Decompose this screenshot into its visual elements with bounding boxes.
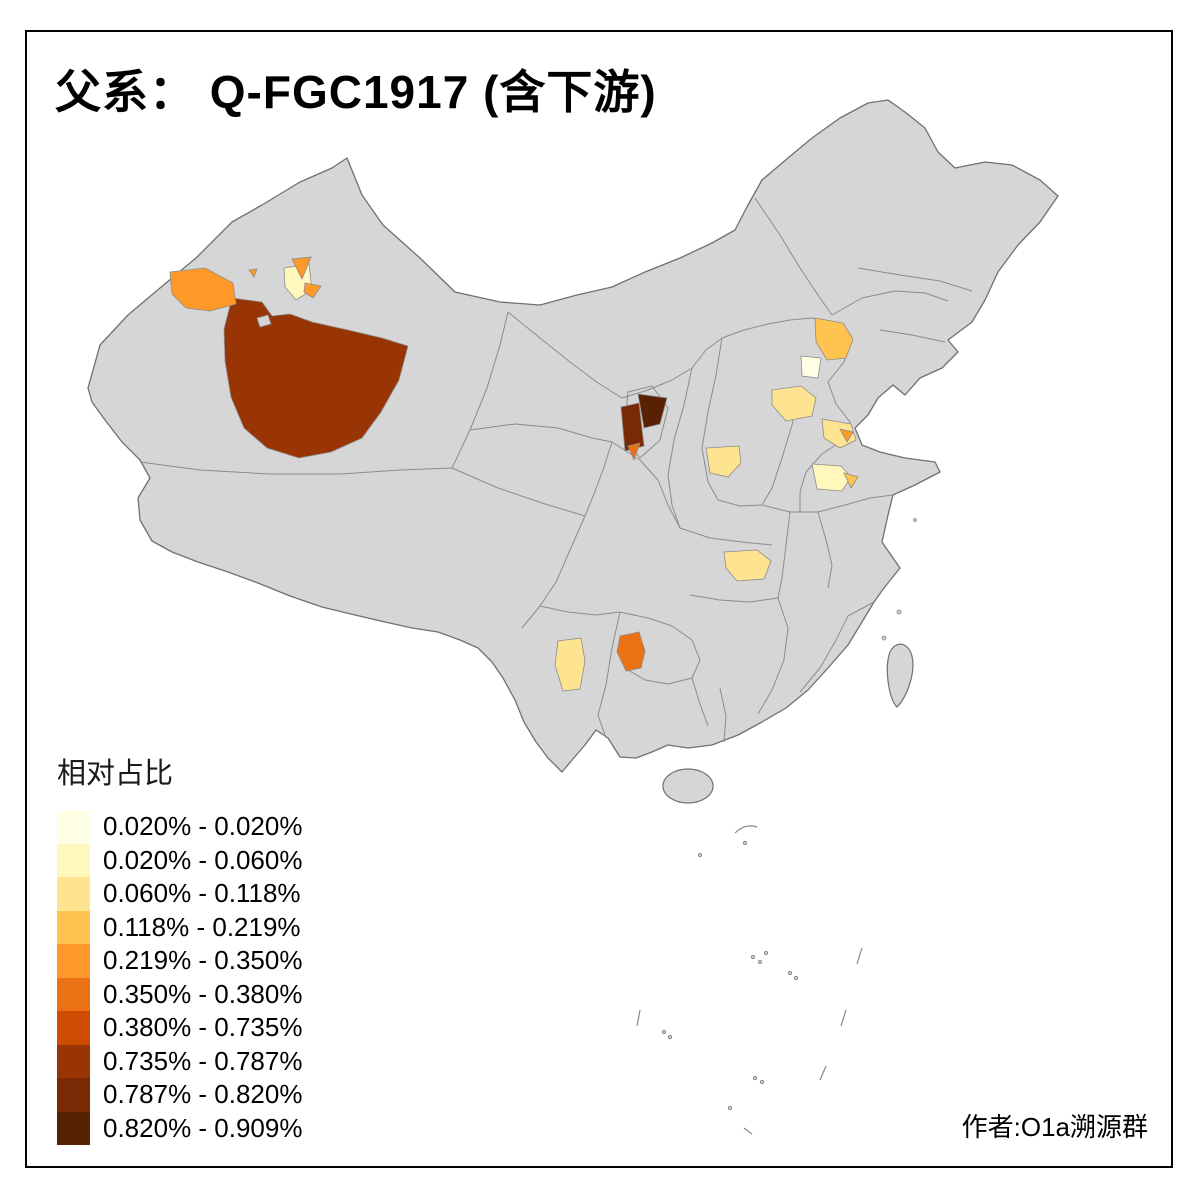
legend-label: 0.820% - 0.909% — [103, 1112, 303, 1143]
legend-label: 0.118% - 0.219% — [103, 911, 301, 942]
map-region-central-hebei — [771, 385, 817, 422]
legend-swatch — [57, 877, 90, 911]
legend-swatch — [57, 1078, 90, 1112]
legend-entry: 0.735% - 0.787% — [57, 1044, 303, 1078]
legend-swatch — [57, 944, 90, 978]
legend-entry: 0.118% - 0.219% — [57, 910, 302, 944]
map-region-shandong-dot — [843, 472, 859, 489]
map-region-hubei — [723, 549, 772, 582]
south-china-sea-islands — [636, 825, 863, 1135]
map-region-northern-xinjiang-east — [303, 282, 322, 299]
xinjiang-gray-enclave — [256, 314, 272, 328]
map-region-yunnan — [554, 637, 586, 692]
legend-title: 相对占比 — [57, 758, 174, 790]
map-region-western-shandong — [811, 463, 852, 492]
legend-swatch — [57, 810, 90, 844]
map-details — [256, 314, 272, 328]
islands — [636, 518, 917, 1135]
highlighted-regions — [169, 256, 859, 692]
legend-entry: 0.787% - 0.820% — [57, 1078, 302, 1112]
legend-swatch — [57, 1044, 90, 1078]
legend-entry: 0.350% - 0.380% — [57, 977, 303, 1011]
legend-label: 0.787% - 0.820% — [103, 1079, 303, 1110]
province-borders — [139, 197, 973, 743]
map-region-tianjin-dot — [839, 428, 854, 443]
legend: 相对占比 0.020% - 0.020% 0.020% - 0.060% 0.060… — [57, 750, 302, 1145]
legend-entry: 0.020% - 0.020% — [57, 810, 302, 844]
map-region-western-xinjiang-kashgar — [169, 267, 237, 312]
legend-swatch — [57, 977, 90, 1011]
map-region-southern-shanxi — [705, 445, 742, 478]
map-region-western-xinjiang-dot — [248, 268, 258, 278]
attribution: 作者:O1a溯源群 — [961, 1112, 1148, 1142]
taiwan-island — [886, 643, 914, 708]
legend-label: 0.380% - 0.735% — [103, 1012, 303, 1043]
map-region-ningxia-dark — [637, 393, 668, 429]
legend-entry: 0.380% - 0.735% — [57, 1011, 302, 1045]
china-mainland-outline — [87, 99, 1059, 773]
legend-entry: 0.020% - 0.060% — [57, 843, 303, 877]
map-region-southern-xinjiang — [223, 297, 409, 459]
legend-swatch — [57, 843, 90, 877]
map-title: 父系： Q-FGC1917 (含下游) — [55, 66, 657, 118]
legend-entry: 0.219% - 0.350% — [57, 944, 302, 978]
legend-label: 0.350% - 0.380% — [103, 978, 303, 1009]
legend-swatch — [57, 1111, 90, 1145]
map-region-beijing — [800, 355, 822, 379]
map-region-northern-hebei — [814, 317, 854, 361]
legend-swatch — [57, 910, 90, 944]
map-region-northern-xinjiang-triangle — [291, 256, 312, 280]
legend-label: 0.020% - 0.020% — [103, 811, 303, 842]
map-region-guizhou-sichuan — [616, 631, 646, 672]
legend-entry: 0.820% - 0.909% — [57, 1111, 303, 1145]
legend-entry: 0.060% - 0.118% — [57, 877, 302, 911]
hainan-island — [662, 768, 714, 804]
legend-label: 0.020% - 0.060% — [103, 844, 303, 875]
map-region-gansu-tip — [627, 442, 641, 462]
legend-swatch — [57, 1011, 90, 1045]
map-region-gansu-strip — [620, 402, 645, 452]
legend-label: 0.219% - 0.350% — [103, 945, 303, 976]
legend-label: 0.060% - 0.118% — [103, 878, 301, 909]
coastal-islets — [881, 518, 917, 641]
legend-entries: 0.020% - 0.020% 0.020% - 0.060% 0.060% - 0… — [57, 810, 302, 1145]
legend-label: 0.735% - 0.787% — [103, 1045, 303, 1076]
